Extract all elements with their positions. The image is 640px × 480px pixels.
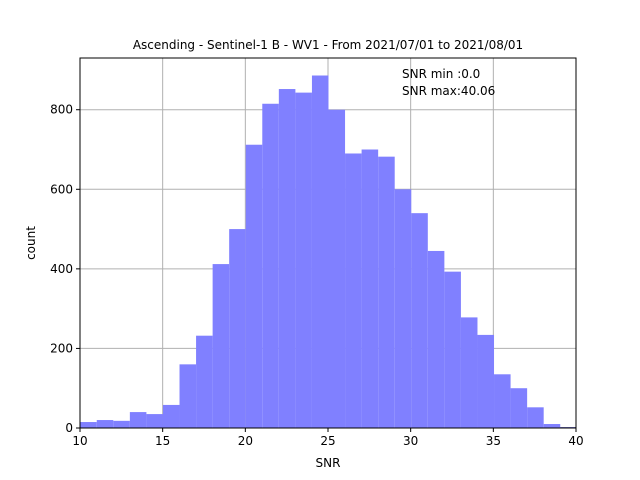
histogram-bar (295, 92, 312, 428)
histogram-bar (96, 420, 114, 428)
y-tick-label: 800 (50, 103, 73, 117)
histogram-bar (543, 424, 561, 428)
histogram-bar (113, 420, 130, 428)
y-tick-label: 400 (50, 262, 73, 276)
y-tick-label: 200 (50, 341, 73, 355)
x-axis-label: SNR (316, 456, 341, 470)
snr-min-annotation: SNR min :0.0 (402, 67, 480, 81)
x-tick-label: 15 (155, 434, 170, 448)
y-tick-label: 0 (65, 421, 73, 435)
histogram-bar (444, 271, 461, 428)
chart-title: Ascending - Sentinel-1 B - WV1 - From 20… (133, 38, 523, 52)
x-tick-label: 25 (320, 434, 335, 448)
histogram-bar (262, 103, 279, 428)
histogram-bar (311, 75, 329, 428)
histogram-bar (378, 156, 395, 428)
x-tick-label: 40 (568, 434, 583, 448)
histogram-bar (146, 414, 163, 428)
x-tick-label: 10 (72, 434, 87, 448)
histogram-bar (245, 144, 263, 428)
histogram-bar (162, 404, 180, 428)
histogram-bar (229, 229, 246, 428)
histogram-bar (527, 407, 544, 428)
histogram-bars (80, 75, 576, 428)
histogram-bar (477, 334, 495, 428)
histogram-bar (80, 422, 97, 428)
histogram-bar (345, 153, 362, 428)
histogram-bar (427, 250, 445, 428)
histogram-bar (460, 317, 478, 428)
histogram-bar (196, 335, 213, 428)
histogram-bar (394, 189, 412, 428)
x-tick-label: 20 (238, 434, 253, 448)
histogram-bar (361, 149, 379, 428)
histogram-bar (129, 412, 147, 428)
y-axis-label: count (24, 226, 38, 260)
x-tick-label: 35 (486, 434, 501, 448)
histogram-bar (411, 213, 428, 428)
histogram-bar (494, 374, 511, 428)
histogram-bar (278, 89, 296, 428)
histogram-bar (328, 109, 346, 428)
snr-max-annotation: SNR max:40.06 (402, 84, 495, 98)
histogram-bar (179, 364, 197, 428)
x-tick-label: 30 (403, 434, 418, 448)
histogram-bar (212, 264, 230, 428)
y-tick-label: 600 (50, 182, 73, 196)
histogram-bar (510, 388, 528, 428)
